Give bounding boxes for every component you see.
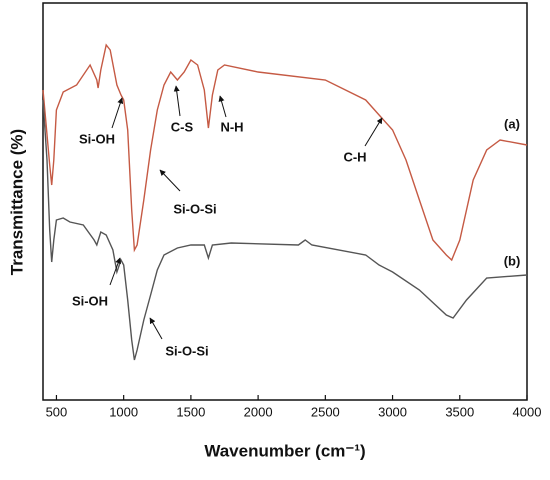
series-label: (b) [504,253,521,268]
x-tick-label: 3500 [445,404,474,419]
x-axis-title: Wavenumber (cm⁻¹) [204,441,365,460]
series-line [42,43,528,262]
annotation-arrow [173,85,181,117]
series-line [42,99,528,361]
annotation-arrow [159,169,181,192]
annotation: Si-O-Si [165,343,208,358]
x-tick-label: 1000 [109,404,138,419]
x-tick-label: 500 [46,404,68,419]
annotation-arrow [218,95,227,118]
annotation: C-S [171,119,194,134]
annotation-arrow [109,257,121,286]
annotation: Si-OH [79,131,115,146]
series-label: (a) [504,116,520,131]
plot-frame [42,2,528,401]
y-axis-title: Transmittance (%) [7,129,26,275]
x-tick-label: 3000 [378,404,407,419]
annotation: Si-OH [72,293,108,308]
x-tick-label: 2500 [311,404,340,419]
annotation: N-H [220,119,243,134]
annotation-arrow [149,317,163,340]
x-tick-label: 4000 [513,404,542,419]
x-tick-label: 1500 [176,404,205,419]
annotation: Si-O-Si [173,201,216,216]
annotation-arrow [364,117,383,147]
x-tick-label: 2000 [244,404,273,419]
annotation: C-H [343,149,366,164]
annotation-arrow [111,97,124,129]
